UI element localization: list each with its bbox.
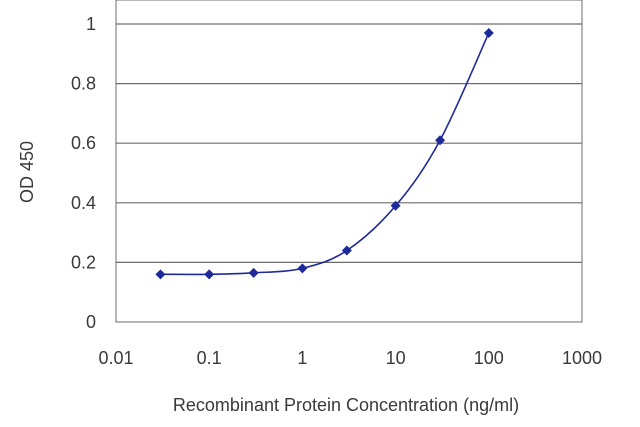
- y-tick-label: 0.2: [71, 252, 96, 272]
- data-point: [204, 269, 215, 280]
- y-tick-label: 0.8: [71, 74, 96, 94]
- x-tick-label: 0.01: [98, 348, 133, 368]
- y-axis-title: OD 450: [17, 141, 37, 203]
- x-tick-label: 1000: [562, 348, 602, 368]
- x-tick-labels: 0.01 0.1 1 10 100 1000: [98, 348, 602, 368]
- data-point: [155, 269, 166, 280]
- data-point: [390, 200, 401, 211]
- y-tick-label: 0.6: [71, 133, 96, 153]
- data-point: [483, 27, 494, 38]
- data-point: [341, 245, 352, 256]
- plot-area: [115, 0, 583, 323]
- series-group: [155, 27, 494, 280]
- data-point: [297, 263, 308, 274]
- x-tick-label: 100: [474, 348, 504, 368]
- data-point: [248, 267, 259, 278]
- y-tick-labels: 0 0.2 0.4 0.6 0.8 1: [71, 14, 96, 332]
- x-tick-label: 10: [386, 348, 406, 368]
- y-tick-label: 0.4: [71, 193, 96, 213]
- x-tick-label: 1: [297, 348, 307, 368]
- y-tick-label: 1: [86, 14, 96, 34]
- x-axis-title: Recombinant Protein Concentration (ng/ml…: [173, 395, 519, 415]
- x-tick-label: 0.1: [197, 348, 222, 368]
- y-tick-label: 0: [86, 312, 96, 332]
- grid-lines: [116, 23, 582, 263]
- data-point: [435, 135, 446, 146]
